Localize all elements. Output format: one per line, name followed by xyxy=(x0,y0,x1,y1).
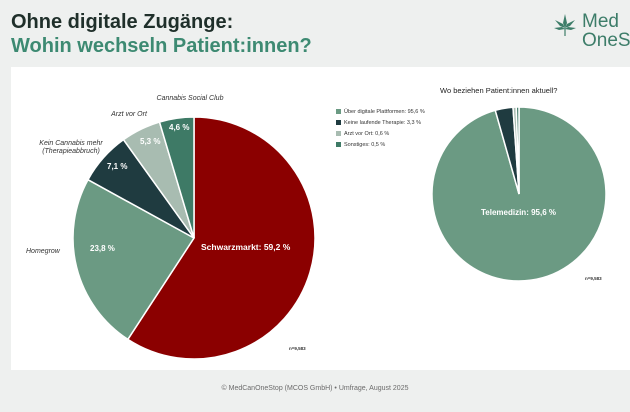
legend-item: Arzt vor Ort: 0,6 % xyxy=(336,128,425,139)
pie-slice xyxy=(158,116,195,239)
title-line-1: Ohne digitale Zugänge: xyxy=(11,11,234,33)
legend-item: Keine laufende Therapie: 3,3 % xyxy=(336,117,425,128)
cannabis-leaf-icon xyxy=(554,14,576,36)
value-telemedizin: Telemedizin: 95,6 % xyxy=(481,208,556,217)
right-legend: Über digitale Plattformen: 95,6 % Keine … xyxy=(336,106,425,150)
value-arzt-vor-ort: 5,3 % xyxy=(140,137,161,146)
legend-label: Sonstiges: 0,5 % xyxy=(344,141,386,148)
label-social-club: Cannabis Social Club xyxy=(156,95,224,102)
page-title: Ohne digitale Zugänge: Wohin wechseln Pa… xyxy=(11,10,312,58)
sample-size-right: n=9,583 xyxy=(585,276,602,281)
sample-size-left: n=9,583 xyxy=(289,346,306,351)
legend-item: Sonstiges: 0,5 % xyxy=(336,139,425,150)
right-chart-title: Wo beziehen Patient:innen aktuell? xyxy=(440,86,558,95)
label-homegrow: Homegrow xyxy=(26,248,60,255)
value-homegrow: 23,8 % xyxy=(90,244,115,253)
legend-label: Keine laufende Therapie: 3,3 % xyxy=(344,119,421,126)
legend-item: Über digitale Plattformen: 95,6 % xyxy=(336,106,425,117)
legend-swatch xyxy=(336,142,341,147)
legend-swatch xyxy=(336,109,341,114)
value-social-club: 4,6 % xyxy=(169,123,190,132)
footer-copyright: © MedCanOneStop (MCOS GmbH) • Umfrage, A… xyxy=(221,385,409,392)
label-arzt-vor-ort: Arzt vor Ort xyxy=(111,111,147,118)
legend-swatch xyxy=(336,131,341,136)
legend-label: Über digitale Plattformen: 95,6 % xyxy=(344,108,425,115)
title-line-2: Wohin wechseln Patient:innen? xyxy=(11,35,312,57)
pie-slice xyxy=(515,106,520,195)
label-kein-cannabis: Kein Cannabis mehr (Therapieabbruch) xyxy=(39,140,103,155)
logo-text-1: Med xyxy=(582,11,619,32)
logo-text-2: OneS xyxy=(582,30,630,51)
legend-swatch xyxy=(336,120,341,125)
brand-logo: Med OneS xyxy=(552,12,630,50)
value-kein-cannabis: 7,1 % xyxy=(107,162,128,171)
legend-label: Arzt vor Ort: 0,6 % xyxy=(344,130,390,137)
value-schwarzmarkt: Schwarzmarkt: 59,2 % xyxy=(201,242,291,252)
pie-slice xyxy=(72,178,196,341)
pie-slice xyxy=(126,116,316,360)
